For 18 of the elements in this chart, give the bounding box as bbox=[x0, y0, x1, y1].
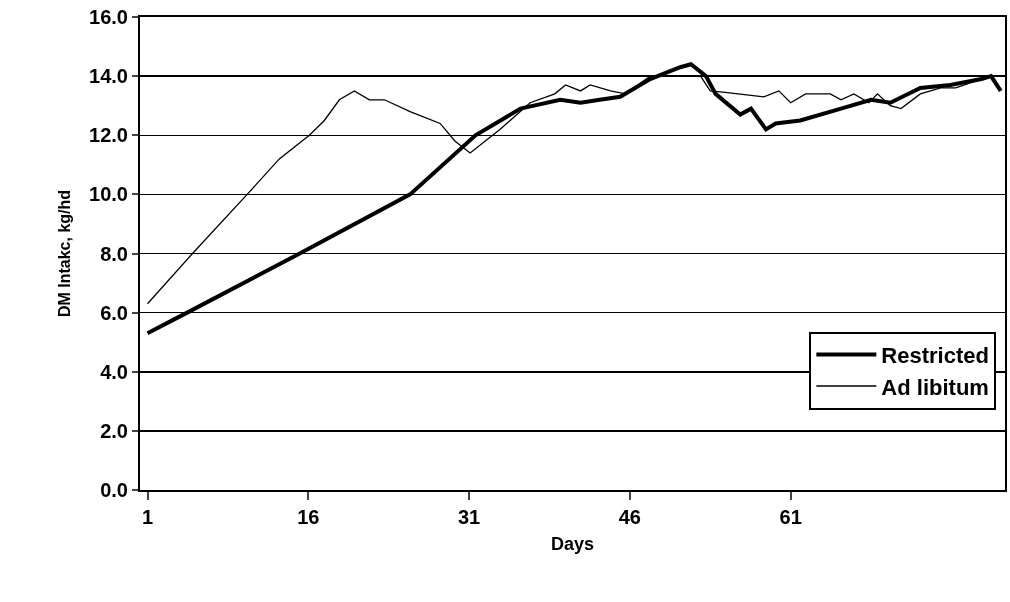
legend-label: Restricted bbox=[881, 342, 989, 368]
legend-label: Ad libitum bbox=[881, 374, 989, 400]
x-tick-label: 46 bbox=[618, 506, 641, 528]
x-tick-label: 31 bbox=[457, 506, 481, 528]
y-tick-label: 16.0 bbox=[89, 6, 128, 28]
y-tick-label: 2.0 bbox=[100, 419, 128, 442]
y-axis-title: DM Intakc, kg/hd bbox=[56, 189, 74, 318]
x-axis-title: Days bbox=[550, 533, 595, 554]
y-tick-label: 6.0 bbox=[100, 301, 128, 324]
y-tick-label: 4.0 bbox=[100, 360, 128, 383]
y-tick-label: 12.0 bbox=[89, 124, 128, 147]
y-tick-label: 0.0 bbox=[100, 479, 128, 501]
y-tick-label: 14.0 bbox=[89, 65, 128, 88]
x-tick-label: 61 bbox=[779, 506, 802, 528]
y-tick-label: 10.0 bbox=[89, 183, 128, 206]
x-tick-label: 16 bbox=[297, 506, 320, 528]
y-tick-label: 8.0 bbox=[100, 242, 128, 265]
x-tick-label: 1 bbox=[141, 506, 154, 528]
